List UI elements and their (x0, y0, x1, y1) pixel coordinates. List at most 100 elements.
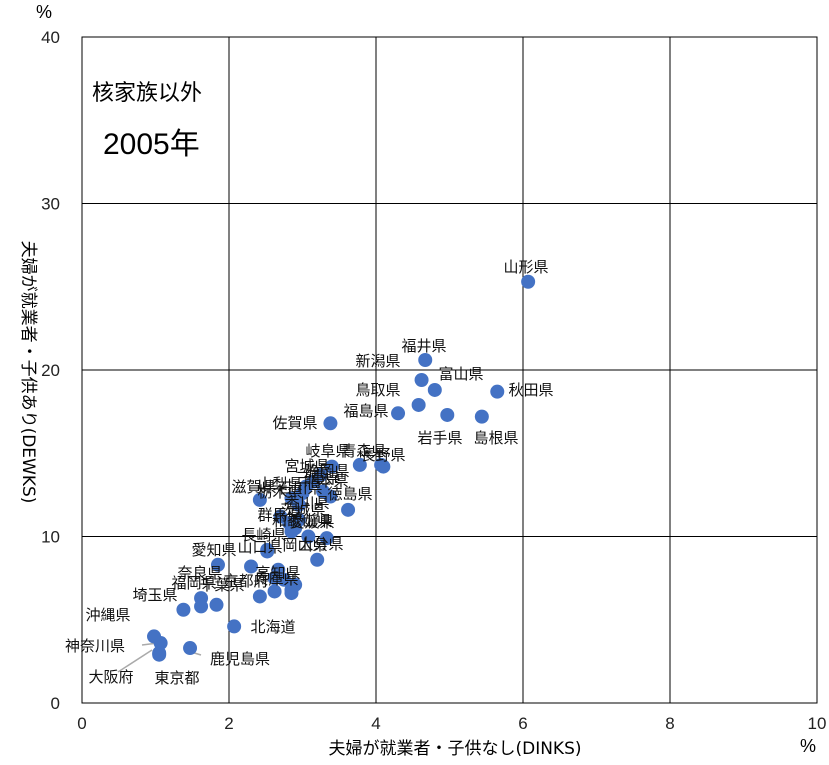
point-label: 静岡県 (304, 462, 349, 480)
data-point (418, 353, 433, 368)
point-label: 京都府 (223, 572, 268, 590)
y-axis-label: 夫婦が就業者・子供あり(DEWKS) (18, 241, 38, 504)
point-label: 岡山県 (282, 536, 327, 554)
x-tick-label: 4 (371, 714, 380, 733)
x-tick-label: 6 (518, 714, 527, 733)
data-point (440, 407, 455, 422)
point-label: 徳島県 (327, 485, 372, 503)
leader-line-osaka (117, 649, 153, 673)
data-point (427, 382, 442, 397)
data-point (291, 497, 306, 512)
point-label: 三重県 (295, 469, 340, 487)
point-label: 千葉県 (199, 576, 244, 594)
data-point (323, 489, 338, 504)
point-label: 群馬県 (257, 506, 302, 524)
point-label: 大阪府 (88, 668, 133, 686)
point-label: 長野県 (360, 446, 405, 464)
x-axis-label: 夫婦が就業者・子供なし(DINKS) (328, 739, 581, 759)
data-point (301, 529, 316, 544)
data-point (411, 397, 426, 412)
point-label: 奈良県 (177, 564, 222, 582)
point-label: 埼玉県 (132, 586, 177, 604)
data-point (252, 589, 267, 604)
data-point (194, 599, 209, 614)
y-tick-label: 30 (41, 195, 60, 214)
point-label: 栃木県 (257, 483, 302, 501)
point-label: 福島県 (343, 402, 388, 420)
y-tick-label: 20 (41, 361, 60, 380)
data-point (227, 619, 242, 634)
data-point (176, 602, 191, 617)
point-label: 茨城県 (280, 501, 325, 519)
x-tick-label: 8 (665, 714, 674, 733)
data-point (341, 502, 356, 517)
point-label: 新潟県 (355, 352, 400, 370)
point-label: 佐賀県 (272, 414, 317, 432)
data-point (252, 492, 267, 507)
data-point (183, 641, 198, 656)
point-label: 秋田県 (508, 381, 553, 399)
point-label: 山梨県 (257, 475, 302, 493)
annotation-category: 核家族以外 (92, 81, 202, 106)
point-label: 大分県 (298, 535, 343, 553)
data-point (490, 384, 505, 399)
x-tick-label: 10 (808, 714, 827, 733)
data-point (267, 584, 282, 599)
point-label: 福岡県 (171, 574, 216, 592)
data-point (391, 406, 406, 421)
point-label: 青森県 (341, 442, 386, 460)
x-tick-label: 2 (224, 714, 233, 733)
y-axis-unit: % (36, 2, 52, 22)
point-label: 岐阜県 (305, 442, 350, 460)
y-tick-label: 40 (41, 28, 60, 47)
data-point (414, 372, 429, 387)
data-point (209, 597, 224, 612)
point-label: 愛媛県 (289, 513, 334, 531)
data-point (474, 409, 489, 424)
data-point (324, 459, 339, 474)
data-point (152, 647, 167, 662)
point-label: 福井県 (401, 337, 446, 355)
data-point (277, 572, 292, 587)
data-point (323, 416, 338, 431)
data-point (521, 274, 536, 289)
point-label: 鳥取県 (355, 381, 400, 399)
point-label: 沖縄県 (85, 606, 130, 624)
data-point (295, 486, 310, 501)
point-label: 神奈川県 (65, 637, 125, 655)
data-point (284, 586, 299, 601)
point-label: 鹿児島県 (210, 650, 270, 668)
data-point (319, 531, 334, 546)
data-points (147, 274, 536, 662)
plot-frame (81, 36, 818, 704)
point-label: 滋賀県 (231, 478, 276, 496)
point-label: 兵庫県 (253, 570, 298, 588)
data-point (284, 524, 299, 539)
data-point (310, 552, 325, 567)
y-axis-ticks: 0 10 20 30 40 (41, 28, 60, 713)
annotation-year: 2005年 (103, 128, 200, 161)
point-label: 富山県 (438, 365, 483, 383)
point-label: 和歌山県 (272, 512, 332, 530)
point-label: 東京都 (154, 669, 199, 687)
point-label: 高知県 (255, 564, 300, 582)
point-label: 石川県 (277, 479, 322, 497)
data-point (352, 457, 367, 472)
point-label: 宮城県 (284, 457, 329, 475)
point-label: 山口県 (237, 538, 282, 556)
data-point (244, 559, 259, 574)
x-axis-unit: % (800, 736, 816, 756)
x-axis-ticks: 0 2 4 6 8 10 (77, 714, 826, 733)
point-label: 熊本県 (303, 472, 348, 490)
point-label: 北海道 (250, 618, 295, 636)
y-tick-label: 0 (51, 694, 60, 713)
point-label: 山形県 (503, 258, 548, 276)
x-tick-label: 0 (77, 714, 86, 733)
point-label: 長崎県 (241, 526, 286, 544)
point-label: 岩手県 (417, 429, 462, 447)
y-tick-label: 10 (41, 528, 60, 547)
data-point (210, 557, 225, 572)
data-point (376, 459, 391, 474)
